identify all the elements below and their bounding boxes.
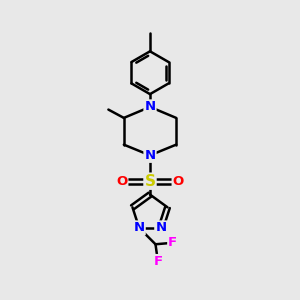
Text: F: F bbox=[168, 236, 177, 249]
Text: S: S bbox=[145, 174, 155, 189]
Text: N: N bbox=[134, 221, 145, 234]
Text: N: N bbox=[144, 100, 156, 113]
Text: O: O bbox=[172, 175, 184, 188]
Text: N: N bbox=[155, 221, 167, 234]
Text: F: F bbox=[153, 255, 163, 268]
Text: N: N bbox=[144, 149, 156, 162]
Text: O: O bbox=[116, 175, 128, 188]
